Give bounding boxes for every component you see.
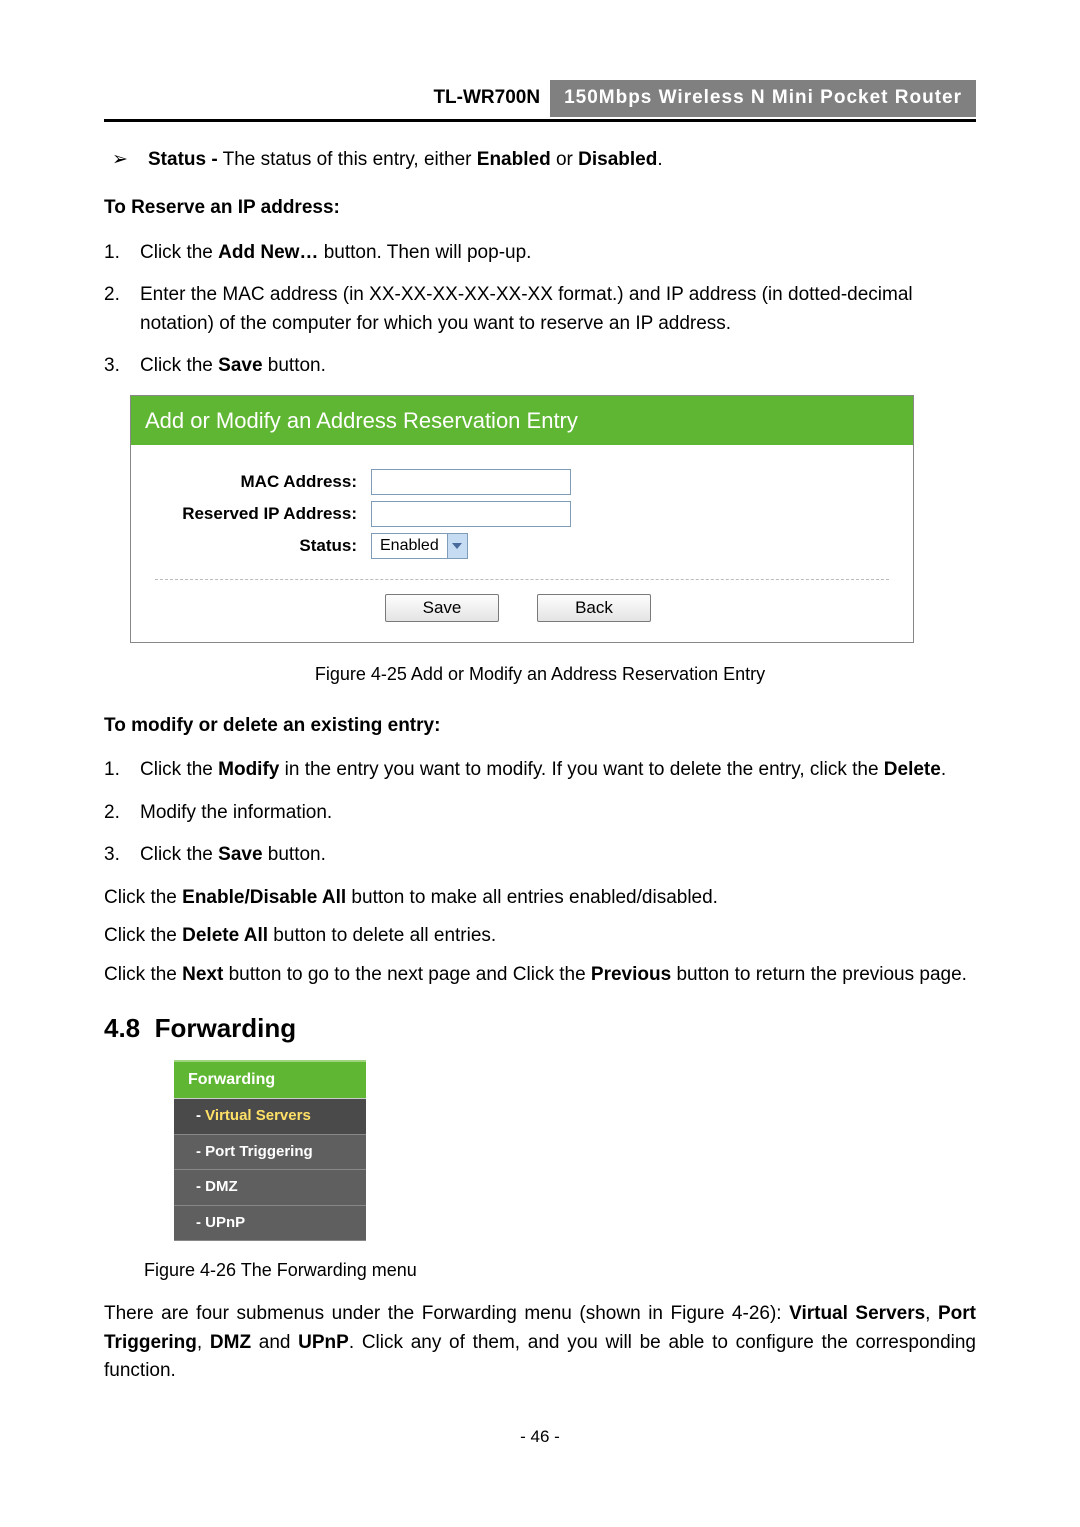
- label-status: Status:: [155, 533, 371, 559]
- dash-icon: -: [196, 1107, 205, 1124]
- dash-icon: -: [196, 1178, 205, 1195]
- final-paragraph: There are four submenus under the Forwar…: [104, 1300, 976, 1386]
- status-label: Status -: [148, 149, 218, 170]
- modify-step-2: 2. Modify the information.: [104, 799, 976, 828]
- bullet-marker: ➢: [112, 146, 148, 175]
- status-bullet: ➢ Status - The status of this entry, eit…: [104, 146, 976, 175]
- chevron-down-icon[interactable]: [447, 534, 467, 558]
- header-model: TL-WR700N: [423, 80, 550, 117]
- fig25-caption: Figure 4-25 Add or Modify an Address Res…: [104, 661, 976, 688]
- save-button[interactable]: Save: [385, 594, 499, 622]
- header-desc: 150Mbps Wireless N Mini Pocket Router: [550, 80, 976, 117]
- label-ip: Reserved IP Address:: [155, 501, 371, 527]
- para-enable-all: Click the Enable/Disable All button to m…: [104, 884, 976, 913]
- fig26-caption: Figure 4-26 The Forwarding menu: [144, 1257, 976, 1284]
- reserve-title: To Reserve an IP address:: [104, 194, 976, 223]
- status-select-value: Enabled: [372, 534, 447, 558]
- menu-item-port-triggering[interactable]: - Port Triggering: [174, 1135, 366, 1171]
- status-select[interactable]: Enabled: [371, 533, 468, 559]
- modify-title: To modify or delete an existing entry:: [104, 712, 976, 741]
- menu-item-label: Port Triggering: [205, 1143, 313, 1160]
- para-next-prev: Click the Next button to go to the next …: [104, 961, 976, 990]
- back-button[interactable]: Back: [537, 594, 651, 622]
- ip-input[interactable]: [371, 501, 571, 527]
- dash-icon: -: [196, 1143, 205, 1160]
- mac-input[interactable]: [371, 469, 571, 495]
- reserve-step-2: 2. Enter the MAC address (in XX-XX-XX-XX…: [104, 281, 976, 338]
- forwarding-menu: Forwarding - Virtual Servers- Port Trigg…: [174, 1060, 366, 1241]
- dash-icon: -: [196, 1214, 205, 1231]
- divider: [155, 579, 889, 580]
- menu-head[interactable]: Forwarding: [174, 1062, 366, 1099]
- section-4-8-heading: 4.8 Forwarding: [104, 1009, 976, 1048]
- menu-item-label: UPnP: [205, 1214, 245, 1231]
- menu-item-label: DMZ: [205, 1178, 238, 1195]
- para-delete-all: Click the Delete All button to delete al…: [104, 922, 976, 951]
- menu-item-upnp[interactable]: - UPnP: [174, 1206, 366, 1242]
- modify-step-3: 3. Click the Save button.: [104, 841, 976, 870]
- menu-item-virtual-servers[interactable]: - Virtual Servers: [174, 1099, 366, 1135]
- figure-4-25: Add or Modify an Address Reservation Ent…: [130, 395, 914, 643]
- menu-item-label: Virtual Servers: [205, 1107, 311, 1124]
- page-header: TL-WR700N 150Mbps Wireless N Mini Pocket…: [104, 80, 976, 122]
- label-mac: MAC Address:: [155, 469, 371, 495]
- fig25-title: Add or Modify an Address Reservation Ent…: [131, 396, 913, 445]
- modify-step-1: 1. Click the Modify in the entry you wan…: [104, 756, 976, 785]
- page-number: - 46 -: [104, 1424, 976, 1450]
- reserve-step-1: 1. Click the Add New… button. Then will …: [104, 239, 976, 268]
- menu-item-dmz[interactable]: - DMZ: [174, 1170, 366, 1206]
- reserve-step-3: 3. Click the Save button.: [104, 352, 976, 381]
